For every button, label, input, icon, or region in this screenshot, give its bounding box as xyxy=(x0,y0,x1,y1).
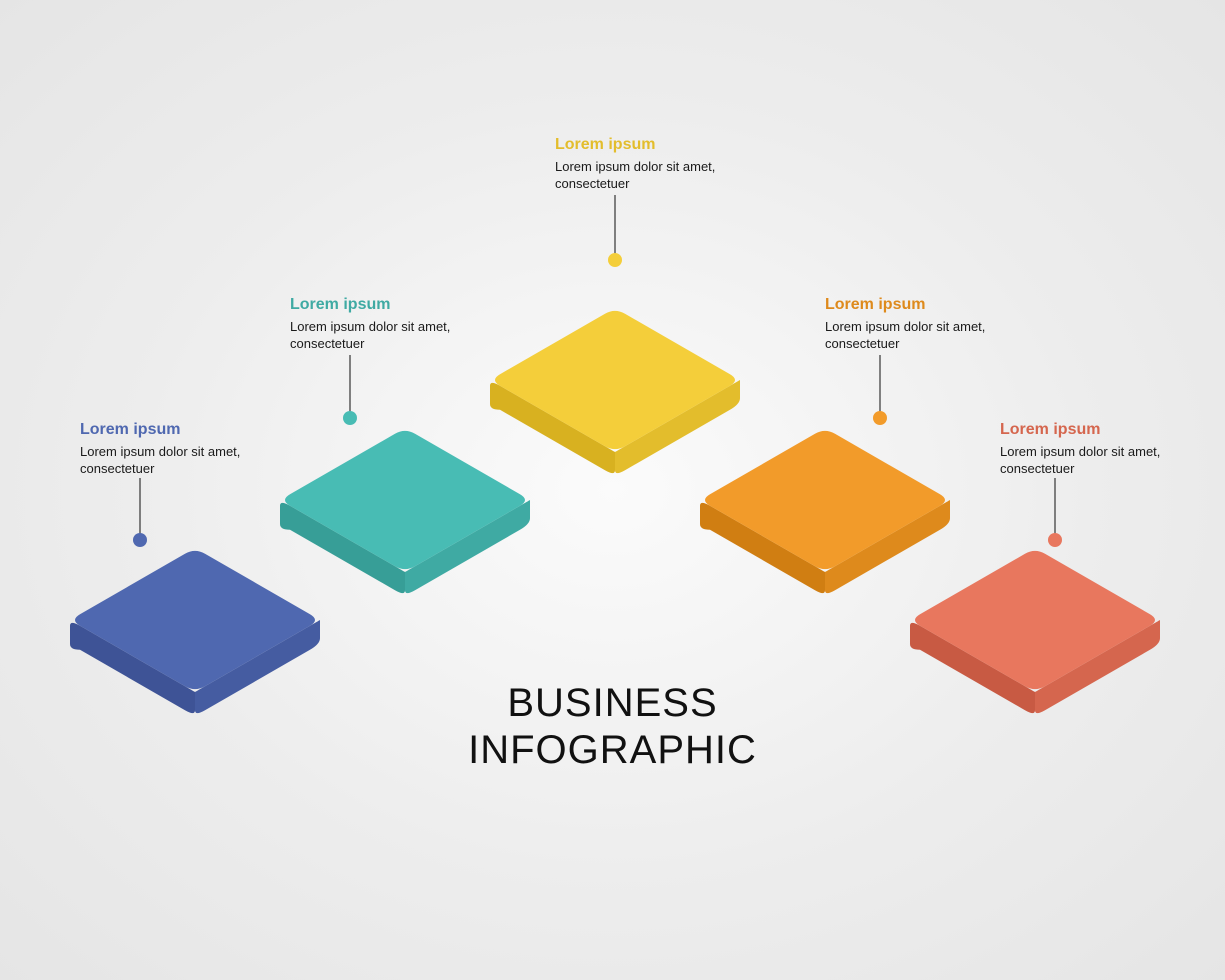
tile-1-dot xyxy=(133,533,147,547)
tile-3-label: Lorem ipsumLorem ipsum dolor sit amet, c… xyxy=(555,135,735,193)
tile-1-label-title: Lorem ipsum xyxy=(80,420,260,441)
tile-3 xyxy=(490,311,740,473)
tile-5 xyxy=(910,551,1160,713)
main-title: BUSINESS INFOGRAPHIC xyxy=(468,680,757,774)
tile-4-label: Lorem ipsumLorem ipsum dolor sit amet, c… xyxy=(825,295,1005,353)
tile-4-dot xyxy=(873,411,887,425)
title-line-2: INFOGRAPHIC xyxy=(468,728,757,772)
tile-2-label: Lorem ipsumLorem ipsum dolor sit amet, c… xyxy=(290,295,470,353)
title-line-1: BUSINESS xyxy=(507,681,717,725)
tile-3-dot xyxy=(608,253,622,267)
tile-2-dot xyxy=(343,411,357,425)
tile-4 xyxy=(700,431,950,593)
tile-3-label-body: Lorem ipsum dolor sit amet, consectetuer xyxy=(555,158,735,193)
tile-2-label-title: Lorem ipsum xyxy=(290,295,470,316)
tile-1-label-body: Lorem ipsum dolor sit amet, consectetuer xyxy=(80,443,260,478)
tile-5-label: Lorem ipsumLorem ipsum dolor sit amet, c… xyxy=(1000,420,1180,478)
tile-2-label-body: Lorem ipsum dolor sit amet, consectetuer xyxy=(290,318,470,353)
tile-5-label-body: Lorem ipsum dolor sit amet, consectetuer xyxy=(1000,443,1180,478)
tile-4-label-title: Lorem ipsum xyxy=(825,295,1005,316)
tile-4-label-body: Lorem ipsum dolor sit amet, consectetuer xyxy=(825,318,1005,353)
tile-5-label-title: Lorem ipsum xyxy=(1000,420,1180,441)
tile-3-label-title: Lorem ipsum xyxy=(555,135,735,156)
tile-5-dot xyxy=(1048,533,1062,547)
tile-1-label: Lorem ipsumLorem ipsum dolor sit amet, c… xyxy=(80,420,260,478)
infographic-canvas: Lorem ipsumLorem ipsum dolor sit amet, c… xyxy=(0,0,1225,980)
tile-2 xyxy=(280,431,530,593)
tile-1 xyxy=(70,551,320,713)
